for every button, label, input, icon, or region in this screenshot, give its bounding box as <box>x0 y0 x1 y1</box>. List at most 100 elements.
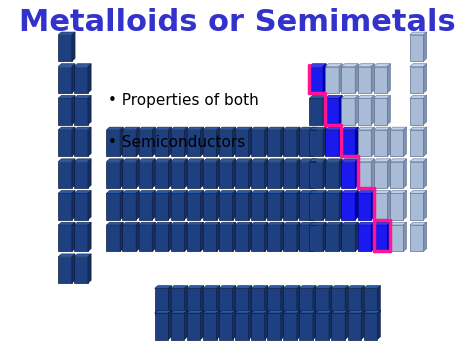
FancyBboxPatch shape <box>374 130 387 156</box>
Polygon shape <box>219 310 236 313</box>
FancyBboxPatch shape <box>357 98 371 125</box>
Polygon shape <box>155 286 172 289</box>
Polygon shape <box>281 127 284 156</box>
Polygon shape <box>313 159 316 188</box>
Polygon shape <box>249 191 252 220</box>
Polygon shape <box>203 310 220 313</box>
Polygon shape <box>74 95 91 98</box>
Polygon shape <box>403 222 407 251</box>
Polygon shape <box>233 222 236 251</box>
FancyBboxPatch shape <box>325 193 339 220</box>
Polygon shape <box>122 159 139 162</box>
Polygon shape <box>249 222 252 251</box>
Text: • Properties of both: • Properties of both <box>109 93 259 108</box>
Polygon shape <box>390 127 407 130</box>
Polygon shape <box>297 286 300 315</box>
FancyBboxPatch shape <box>357 225 371 251</box>
FancyBboxPatch shape <box>187 289 201 315</box>
FancyBboxPatch shape <box>58 193 72 220</box>
FancyBboxPatch shape <box>74 193 88 220</box>
FancyBboxPatch shape <box>106 130 120 156</box>
Polygon shape <box>339 95 342 125</box>
Polygon shape <box>341 95 358 98</box>
Polygon shape <box>315 286 332 289</box>
FancyBboxPatch shape <box>310 193 323 220</box>
FancyBboxPatch shape <box>331 313 345 339</box>
FancyBboxPatch shape <box>410 98 423 125</box>
Polygon shape <box>281 286 284 315</box>
Polygon shape <box>120 159 123 188</box>
Polygon shape <box>217 310 220 339</box>
FancyBboxPatch shape <box>138 162 152 188</box>
Polygon shape <box>310 95 326 98</box>
Polygon shape <box>355 222 358 251</box>
Polygon shape <box>374 95 391 98</box>
Polygon shape <box>235 191 252 193</box>
FancyBboxPatch shape <box>315 313 329 339</box>
Polygon shape <box>251 191 268 193</box>
FancyBboxPatch shape <box>410 66 423 93</box>
FancyBboxPatch shape <box>283 162 297 188</box>
FancyBboxPatch shape <box>267 313 281 339</box>
Polygon shape <box>203 127 220 130</box>
FancyBboxPatch shape <box>325 66 339 93</box>
FancyBboxPatch shape <box>341 98 355 125</box>
Polygon shape <box>355 95 358 125</box>
Polygon shape <box>251 222 268 225</box>
Polygon shape <box>329 310 332 339</box>
FancyBboxPatch shape <box>171 289 184 315</box>
Polygon shape <box>339 222 342 251</box>
Polygon shape <box>155 222 172 225</box>
Polygon shape <box>341 191 358 193</box>
Polygon shape <box>347 286 365 289</box>
FancyBboxPatch shape <box>171 130 184 156</box>
Polygon shape <box>355 127 358 156</box>
Polygon shape <box>403 127 407 156</box>
Polygon shape <box>264 310 268 339</box>
Polygon shape <box>58 159 75 162</box>
Polygon shape <box>323 127 326 156</box>
FancyBboxPatch shape <box>251 130 264 156</box>
Polygon shape <box>387 95 391 125</box>
Polygon shape <box>251 127 268 130</box>
Polygon shape <box>58 191 75 193</box>
Polygon shape <box>299 310 316 313</box>
Polygon shape <box>88 222 91 251</box>
Polygon shape <box>120 127 123 156</box>
Polygon shape <box>251 310 268 313</box>
FancyBboxPatch shape <box>325 98 339 125</box>
Polygon shape <box>155 159 172 162</box>
FancyBboxPatch shape <box>187 313 201 339</box>
FancyBboxPatch shape <box>347 289 361 315</box>
FancyBboxPatch shape <box>299 289 313 315</box>
FancyBboxPatch shape <box>122 162 136 188</box>
Polygon shape <box>187 191 204 193</box>
Polygon shape <box>219 222 236 225</box>
Polygon shape <box>371 159 374 188</box>
Polygon shape <box>355 191 358 220</box>
Polygon shape <box>297 127 300 156</box>
FancyBboxPatch shape <box>410 130 423 156</box>
Polygon shape <box>168 191 172 220</box>
FancyBboxPatch shape <box>58 35 72 61</box>
Polygon shape <box>357 64 374 66</box>
FancyBboxPatch shape <box>122 225 136 251</box>
Polygon shape <box>249 286 252 315</box>
Polygon shape <box>371 191 374 220</box>
Polygon shape <box>217 191 220 220</box>
FancyBboxPatch shape <box>310 130 323 156</box>
Polygon shape <box>283 222 300 225</box>
Polygon shape <box>88 95 91 125</box>
FancyBboxPatch shape <box>283 289 297 315</box>
Polygon shape <box>201 222 204 251</box>
Polygon shape <box>168 127 172 156</box>
FancyBboxPatch shape <box>357 130 371 156</box>
Polygon shape <box>387 64 391 93</box>
FancyBboxPatch shape <box>235 130 249 156</box>
FancyBboxPatch shape <box>235 289 249 315</box>
Polygon shape <box>264 286 268 315</box>
Polygon shape <box>249 127 252 156</box>
Polygon shape <box>299 159 316 162</box>
FancyBboxPatch shape <box>283 225 297 251</box>
Polygon shape <box>325 64 342 66</box>
